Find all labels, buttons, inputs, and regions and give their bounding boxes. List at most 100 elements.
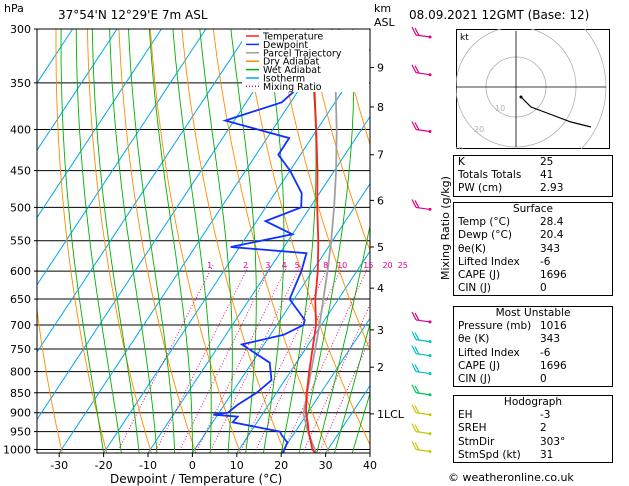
dry-adiabat-20 bbox=[181, 29, 286, 453]
isotherm--70 bbox=[37, 29, 162, 219]
pw-label: PW (cm) bbox=[458, 182, 503, 195]
dry-adiabat--30 bbox=[37, 306, 63, 453]
plot-grid bbox=[37, 29, 629, 453]
y-tick-label-550: 550 bbox=[10, 235, 31, 248]
eh-value: -3 bbox=[540, 409, 551, 422]
km-tick-label-8: 8 bbox=[377, 101, 384, 114]
hodograph: kt 10 20 30 bbox=[456, 29, 610, 149]
y-tick-label-900: 900 bbox=[10, 407, 31, 420]
dry-adiabat-160 bbox=[622, 29, 629, 453]
surface-theta-value: 343 bbox=[540, 242, 561, 255]
sreh-label: SREH bbox=[458, 422, 487, 435]
wet-adiabat--8 bbox=[109, 29, 158, 453]
surface-cin-value: 0 bbox=[540, 282, 547, 295]
wind-barb-500 bbox=[411, 199, 432, 211]
mu-li-value: -6 bbox=[540, 346, 551, 359]
legend-label-1: Dewpoint bbox=[263, 40, 308, 51]
dry-adiabat-30 bbox=[212, 29, 330, 453]
mixing-ratio-label-5: 5 bbox=[295, 261, 300, 270]
hpa-label: hPa bbox=[4, 2, 24, 15]
hodo-ring-label-20: 20 bbox=[474, 125, 484, 134]
wind-barb-690 bbox=[411, 311, 432, 324]
x-tick-label--10: -10 bbox=[139, 459, 157, 472]
mixing-ratio-10 bbox=[254, 265, 344, 453]
isotherm--80 bbox=[37, 29, 118, 152]
stmdir-value: 303° bbox=[540, 435, 566, 448]
dry-adiabat-0 bbox=[118, 29, 197, 453]
mu-cin-value: 0 bbox=[540, 373, 547, 386]
surface-li-label: Lifted Index bbox=[458, 255, 520, 268]
series-parcel-trajectory bbox=[302, 29, 338, 453]
mu-pres-value: 1016 bbox=[540, 320, 567, 333]
x-tick-label-30: 30 bbox=[319, 459, 333, 472]
k-value: 25 bbox=[540, 156, 554, 168]
mixing-ratio-label-4: 4 bbox=[282, 261, 287, 270]
surface-title: Surface bbox=[512, 203, 553, 215]
tt-label: Totals Totals bbox=[458, 169, 522, 182]
wind-barb-340 bbox=[411, 64, 432, 77]
mixing-ratio-label-15: 15 bbox=[363, 261, 373, 270]
mixing-ratio-3 bbox=[177, 265, 272, 453]
km-tick-label-5: 5 bbox=[377, 241, 384, 254]
k-label: K bbox=[458, 156, 465, 168]
wet-adiabat-32 bbox=[334, 321, 370, 453]
x-tick-label--20: -20 bbox=[95, 459, 113, 472]
wind-barb-1000 bbox=[411, 441, 432, 454]
mu-cin-label: CIN (J) bbox=[458, 373, 491, 386]
x-tick-label-40: 40 bbox=[363, 459, 377, 472]
x-axis-label: Dewpoint / Temperature (°C) bbox=[110, 472, 282, 486]
km-tick-label-2: 2 bbox=[377, 361, 384, 374]
mixing-ratio-20 bbox=[302, 303, 370, 453]
axes: 3003504004505005506006507007508008509009… bbox=[3, 23, 405, 472]
hodograph-kt-label: kt bbox=[460, 33, 469, 43]
mixing-ratio-5 bbox=[209, 265, 302, 453]
surface-cape-value: 1696 bbox=[540, 269, 567, 282]
wind-barb-300 bbox=[411, 26, 432, 39]
legend-label-5: Isotherm bbox=[263, 74, 305, 85]
mu-pres-label: Pressure (mb) bbox=[458, 320, 532, 333]
y-tick-label-450: 450 bbox=[10, 165, 31, 178]
eh-label: EH bbox=[458, 409, 473, 422]
y-tick-label-650: 650 bbox=[10, 293, 31, 306]
wet-adiabat-4 bbox=[172, 29, 212, 453]
isotherm--60 bbox=[37, 29, 207, 286]
wind-barb-400 bbox=[411, 121, 432, 133]
km-tick-label-7: 7 bbox=[377, 149, 384, 162]
wind-barb-800 bbox=[411, 363, 432, 376]
dry-adiabat-50 bbox=[275, 29, 370, 351]
isotherm-10 bbox=[236, 250, 370, 453]
surface-temp-value: 28.4 bbox=[540, 216, 564, 229]
isotherm--50 bbox=[37, 29, 251, 354]
isotherm--20 bbox=[103, 48, 370, 453]
y-tick-label-350: 350 bbox=[10, 77, 31, 90]
x-tick-label-10: 10 bbox=[230, 459, 244, 472]
isotherm-20 bbox=[280, 317, 370, 453]
y-tick-label-400: 400 bbox=[10, 123, 31, 136]
mixing-ratio-2 bbox=[154, 264, 250, 453]
mixing-ratio-label-8: 8 bbox=[323, 261, 328, 270]
y-tick-label-850: 850 bbox=[10, 387, 31, 400]
hodograph-trace bbox=[519, 95, 592, 128]
y-tick-label-700: 700 bbox=[10, 319, 31, 332]
mixing-ratio-15 bbox=[282, 265, 370, 453]
wet-adiabat-36 bbox=[351, 391, 370, 453]
mu-title: Most Unstable bbox=[495, 307, 571, 319]
mu-cape-value: 1696 bbox=[540, 359, 567, 372]
wind-barbs bbox=[411, 26, 432, 454]
dry-adiabat--20 bbox=[55, 29, 108, 453]
stmspd-label: StmSpd (kt) bbox=[458, 448, 521, 461]
surface-dewp-value: 20.4 bbox=[540, 229, 564, 242]
mixing-ratio-label-3: 3 bbox=[265, 261, 270, 270]
mixing-ratio-label-1: 1 bbox=[207, 261, 212, 270]
legend-label-6: Mixing Ratio bbox=[263, 82, 322, 93]
hodo-ring-label-30: 30 bbox=[456, 146, 463, 149]
y-tick-label-300: 300 bbox=[10, 23, 31, 36]
mixing-ratio-25 bbox=[318, 337, 370, 453]
surface-table: Surface Temp (°C) 28.4 Dewp (°C) 20.4 θe(K… bbox=[453, 202, 613, 297]
hodo-ring-label-10: 10 bbox=[495, 104, 505, 113]
wet-adiabat--12 bbox=[91, 29, 140, 453]
y-tick-label-1000: 1000 bbox=[3, 444, 31, 457]
x-tick-label--30: -30 bbox=[50, 459, 68, 472]
wet-adiabat--20 bbox=[60, 29, 105, 453]
